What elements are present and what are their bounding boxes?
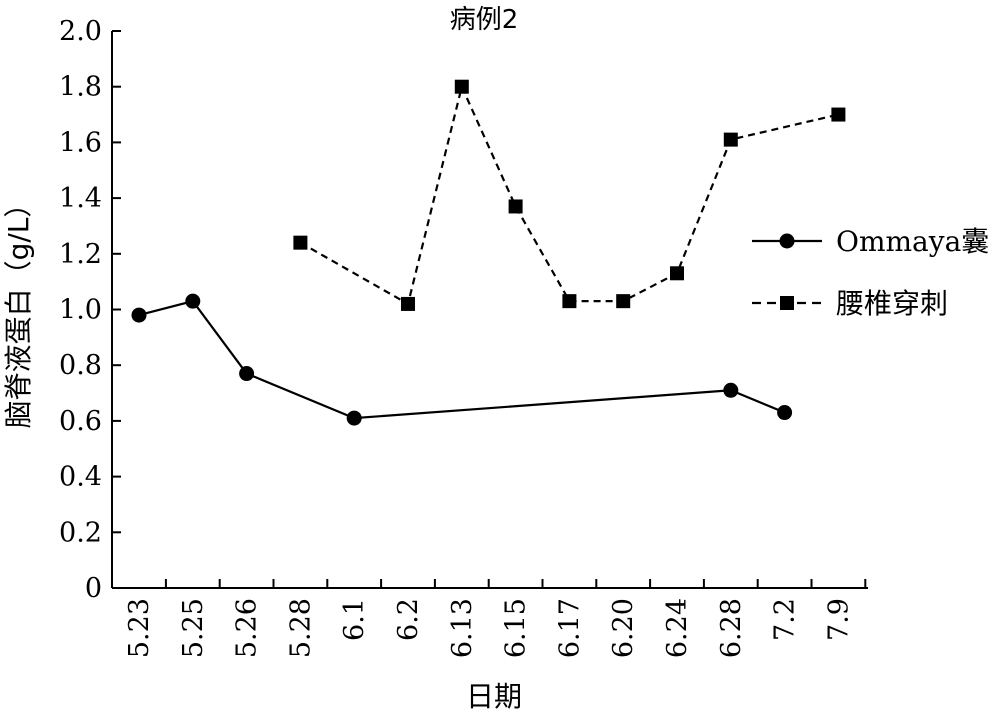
x-tick-label: 5.23 (124, 598, 155, 658)
y-tick-label: 1.2 (59, 239, 102, 270)
y-axis-title: 脑脊液蛋白（g/L） (2, 190, 35, 429)
data-point (454, 79, 469, 94)
data-point (723, 132, 738, 147)
y-tick-label: 0.8 (59, 350, 102, 381)
data-point (777, 405, 793, 421)
data-point (401, 296, 415, 311)
data-point (293, 235, 308, 250)
axes: 0 0.2 0.4 0.6 0.8 1.0 1.2 1.4 1.6 1.8 2.0 5.23 5.25 5… (59, 16, 868, 658)
x-tick-label: 6.24 (662, 598, 693, 658)
series-0 (131, 293, 793, 426)
y-tick-label: 1.6 (59, 127, 102, 158)
legend-marker (780, 296, 794, 310)
x-tick-label: 7.2 (770, 598, 801, 641)
legend-item: Ommaya囊 (752, 225, 989, 258)
series-line (299, 83, 839, 306)
data-point (723, 382, 739, 398)
y-tick-label: 0.4 (59, 462, 102, 493)
data-point (616, 294, 631, 309)
x-tick-label: 6.13 (447, 598, 478, 658)
x-tick-label: 6.28 (716, 598, 747, 658)
data-point (562, 294, 577, 309)
data-point (346, 410, 362, 426)
x-tick-label: 5.28 (285, 598, 316, 658)
x-tick-label: 6.15 (501, 598, 532, 658)
x-tick-label: 6.20 (608, 598, 639, 658)
series-1 (293, 79, 846, 311)
series-group (131, 79, 846, 426)
legend-label: 腰椎穿刺 (836, 287, 948, 320)
x-tick-label: 7.9 (823, 598, 854, 641)
data-point (831, 107, 846, 122)
legend-item: 腰椎穿刺 (752, 287, 948, 320)
y-tick-label: 0.6 (59, 406, 102, 437)
y-tick-label: 0.2 (59, 517, 102, 548)
y-tick-label: 2.0 (59, 16, 102, 47)
x-tick-label: 6.2 (393, 598, 424, 641)
x-tick-label: 5.26 (232, 598, 263, 658)
y-tick-label: 1.4 (59, 183, 102, 214)
data-point (670, 266, 684, 281)
x-axis-title: 日期 (466, 680, 522, 713)
x-tick-label: 5.25 (178, 598, 209, 658)
x-tick-label: 6.1 (339, 598, 370, 641)
y-tick-label: 1.0 (59, 295, 102, 326)
legend-marker (779, 233, 795, 249)
legend-label: Ommaya囊 (836, 225, 989, 258)
y-tick-label: 1.8 (59, 72, 102, 103)
data-point (185, 293, 201, 309)
chart-title: 病例2 (450, 5, 519, 35)
y-tick-label: 0 (85, 573, 102, 604)
data-point (131, 307, 147, 323)
data-point (508, 199, 523, 214)
data-point (239, 366, 255, 382)
series-line (138, 299, 786, 420)
x-tick-label: 6.17 (554, 598, 585, 658)
